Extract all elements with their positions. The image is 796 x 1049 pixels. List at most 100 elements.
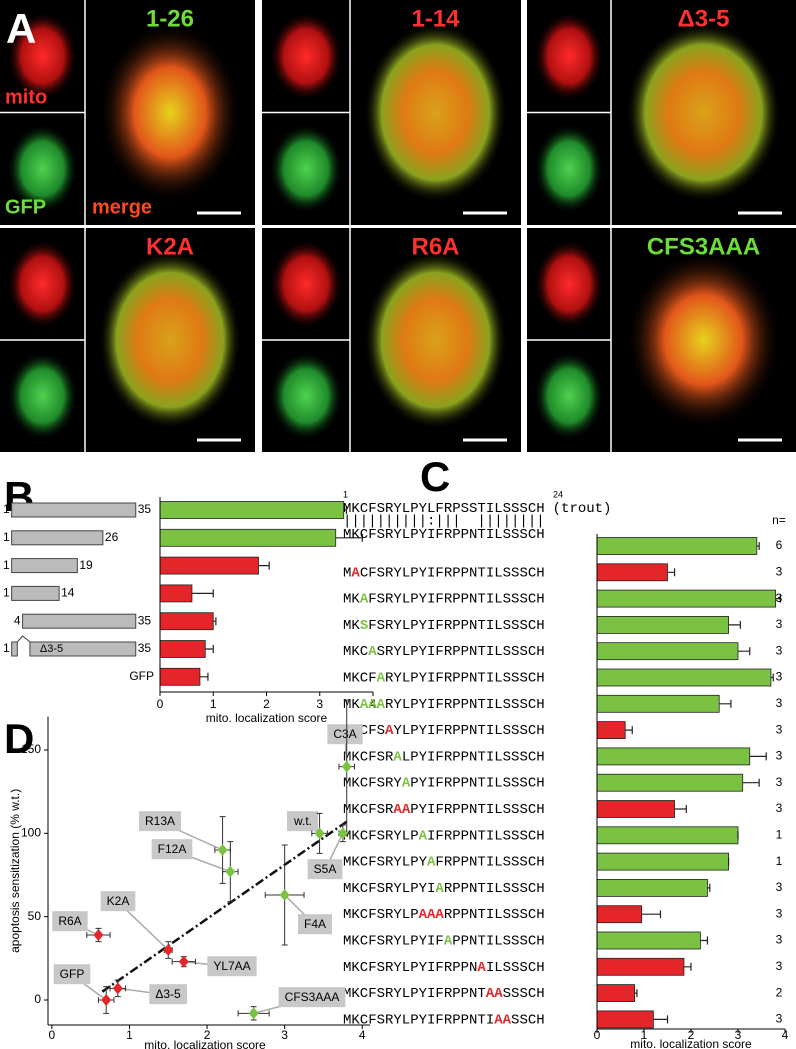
sequence-segment: RYLPYIFRPPNTILSSSCH [385,697,545,713]
mito-channel [269,239,343,329]
merge-channel [363,250,508,430]
point-label: F12A [158,842,187,856]
bar [596,905,643,924]
x-axis-label: mito. localization score [206,711,328,725]
construct-end: 35 [138,613,152,627]
label-box [286,811,319,832]
label-box [138,811,182,832]
error-bar [742,778,760,787]
construct-end: 26 [105,530,119,544]
sequence-segment: IFRPPNTILSSSCH [427,828,545,844]
error-bar [707,883,711,892]
sequence: MKCFSRAAPYIFRPPNTILSSSCH [343,802,545,818]
error-bar [258,561,270,570]
label-box [53,964,91,985]
mito-channel [533,239,605,329]
sequence-segment: SRYLPYIFRPPNTILSSSCH [377,644,545,660]
bar [159,556,259,575]
sequence-segment: SSCH [511,1012,545,1028]
error-bar [199,672,209,681]
x-tick-label: 2 [688,1028,695,1042]
bar [596,668,772,687]
micrograph-tile: K2A [0,228,255,452]
construct-box [11,530,104,546]
point-label: R6A [58,914,81,928]
tile-label: Δ3-5 [678,5,730,32]
sequence-segment: M [343,565,351,581]
merge-channel [98,22,242,203]
gfp-channel [269,123,343,214]
sequence: MKCFSRYLPYIFRPPNTILSSSCH [343,527,545,543]
sequence: MKAFSRYLPYIFRPPNTILSSSCH [343,591,545,607]
bar [159,667,201,686]
sequence-segment: SSSCH [503,986,545,1002]
construct-end: 35 [138,641,152,655]
bar [596,852,730,871]
sequence-segment: RPPNTILSSSCH [444,881,545,897]
label-box [100,891,136,912]
construct-start: 1 [3,641,10,655]
sequence-segment: FSRYLPYIFRPPNTILSSSCH [368,591,544,607]
point-label: S5A [314,862,337,876]
sequence: MKCFSRYLPYAFRPPNTILSSSCH [343,854,545,870]
data-point [314,827,325,840]
tile-label: R6A [411,233,459,260]
data-point [337,827,348,840]
bar [159,640,206,658]
micrograph-tile: 1-14 [262,0,521,225]
error-bar [674,805,687,813]
sequence-segment: MKCFSRYLP [343,828,419,844]
micrograph-tile: R6A [262,228,521,452]
mito-channel [533,11,605,102]
bar [596,721,626,739]
n-value: 3 [776,1012,783,1026]
sequence-segment: PYIFRPPNTILSSSCH [410,775,544,791]
n-value: 3 [776,696,783,710]
tile-label: K2A [146,233,194,260]
bar [596,800,675,818]
data-point [341,760,352,773]
sequence-segment: PPNTILSSSCH [452,933,544,949]
data-point [248,1007,259,1020]
error-bar [749,752,767,761]
ruler-end: 24 [553,489,563,499]
sequence-segment: FSRYLPYIFRPPNTILSSSCH [368,618,544,634]
bar [596,747,751,766]
panel-label: C [420,453,450,500]
construct-box [11,502,137,518]
y-axis-label: apoptosis sensitization (% w.t.) [8,789,22,953]
y-tick-label: 100 [21,826,41,840]
error-bar [653,1015,669,1024]
bar [596,931,701,950]
n-value: 3 [776,959,783,973]
mito-channel [269,11,343,102]
sequence: MKCFSRYLPYIFAPPNTILSSSCH [343,933,545,949]
sequence-segment: MKCFSRYLPY [343,854,428,870]
error-bar [719,699,732,708]
bar [596,589,777,608]
sequence-segment: MKCFSR [343,802,394,818]
mutation: AAA [419,907,445,923]
x-tick-label: 3 [735,1028,742,1042]
point-label: R13A [145,814,175,828]
error-bar [683,962,692,971]
panel-label: D [4,715,34,762]
merge-channel [625,250,782,430]
x-tick-label: 4 [782,1028,789,1042]
x-tick-label: 2 [204,1028,211,1042]
category-label: GFP [129,669,154,683]
bar [159,584,193,603]
construct-box [11,585,60,601]
n-value: 3 [776,643,783,657]
sequence: MKCFSRYLPAAARPPNTILSSSCH [343,907,545,923]
tile-label: 1-26 [146,5,194,32]
mutation: A [351,565,360,581]
error-bar [756,542,760,550]
error-bar [775,594,781,603]
data-point [225,865,236,878]
gfp-channel [533,123,605,214]
construct-start: 1 [3,586,10,600]
gfp-channel [6,123,79,214]
error-bar [634,989,638,998]
